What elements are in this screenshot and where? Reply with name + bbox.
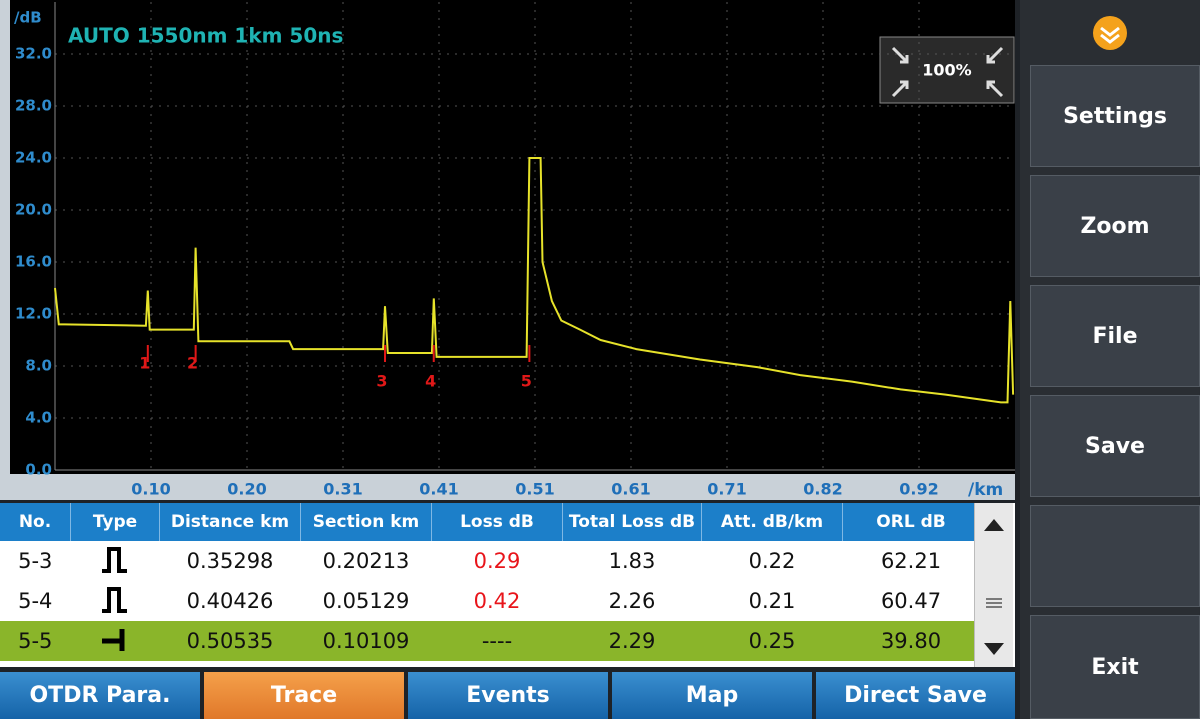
zoom-label: 100% [922, 61, 971, 80]
y-tick-label: 8.0 [25, 357, 52, 375]
x-tick-label: 0.61 [611, 480, 650, 499]
zoom-box[interactable] [879, 36, 1015, 104]
tab[interactable]: Direct Save [816, 672, 1015, 719]
cell: 5-3 [18, 549, 53, 573]
col-header: Loss dB [431, 503, 563, 541]
event-label: 3 [376, 372, 387, 391]
cell: 0.42 [473, 589, 521, 613]
col-header: ORL dB [842, 503, 980, 541]
chart-bg [0, 0, 1015, 500]
side-button[interactable]: File [1030, 285, 1200, 387]
type-icon [71, 581, 160, 621]
cell: 0.05129 [322, 589, 410, 613]
event-row-selected[interactable]: 5-5 0.50535 0.10109 ---- 2.29 0.25 39.80 [0, 621, 980, 661]
side-button[interactable]: Settings [1030, 65, 1200, 167]
type-icon [71, 541, 160, 581]
y-axis-border [0, 0, 10, 474]
trace-info: AUTO 1550nm 1km 50ns [68, 24, 343, 48]
event-label: 5 [521, 372, 532, 391]
cell: 62.21 [880, 549, 942, 573]
y-tick-label: 12.0 [15, 305, 52, 323]
menu-icon[interactable] [1020, 0, 1200, 60]
cell: 0.50535 [159, 621, 301, 661]
x-tick-label: 0.92 [899, 480, 938, 499]
y-tick-label: 28.0 [15, 97, 52, 115]
side-button[interactable]: Zoom [1030, 175, 1200, 277]
side-panel: Settings Zoom File Save Exit [1020, 0, 1200, 719]
cell: 0.35298 [186, 549, 274, 573]
cell: 0.20213 [322, 549, 410, 573]
events-grid: No. Type Distance km Section km Loss dB … [0, 503, 980, 661]
cell: 0.40426 [186, 589, 274, 613]
col-header: Distance km [159, 503, 301, 541]
tab[interactable]: Events [408, 672, 608, 719]
cell: 0.25 [701, 621, 843, 661]
x-tick-label: 0.71 [707, 480, 746, 499]
event-row[interactable]: 5-4 0.40426 0.05129 0.42 2.26 0.21 60.47 [0, 581, 980, 621]
x-axis-band [0, 474, 1015, 500]
x-tick-label: 0.82 [803, 480, 842, 499]
col-header: No. [0, 503, 71, 541]
cell: 0.29 [473, 549, 521, 573]
tab[interactable]: OTDR Para. [0, 672, 200, 719]
trace-chart: /dB /km AUTO 1550nm 1km 50ns 100% 0.0 4.0… [0, 0, 1015, 500]
y-tick-label: 16.0 [15, 253, 52, 271]
zoom-indicator[interactable]: 100% [879, 36, 1015, 104]
cell: 2.29 [562, 621, 702, 661]
side-button[interactable] [1030, 505, 1200, 607]
y-tick-label: 20.0 [15, 201, 52, 219]
x-tick-label: 0.20 [227, 480, 266, 499]
tab[interactable]: Map [612, 672, 812, 719]
col-header: Total Loss dB [562, 503, 702, 541]
x-tick-label: 0.10 [131, 480, 170, 499]
cell: 5-5 [0, 621, 71, 661]
event-row[interactable]: 5-3 0.35298 0.20213 0.29 1.83 0.22 62.21 [0, 541, 980, 581]
x-tick-label: 0.41 [419, 480, 458, 499]
cell: 1.83 [608, 549, 656, 573]
event-table: No. Type Distance km Section km Loss dB … [0, 503, 1015, 667]
y-tick-label: 4.0 [25, 409, 52, 427]
side-button[interactable]: Save [1030, 395, 1200, 497]
cell: 0.10109 [300, 621, 432, 661]
x-tick-label: 0.31 [323, 480, 362, 499]
cell: ---- [431, 621, 563, 661]
y-tick-label: 0.0 [25, 461, 52, 479]
y-axis-label: /dB [14, 9, 42, 27]
x-axis-label: /km [968, 480, 1003, 500]
tab-active[interactable]: Trace [204, 672, 404, 719]
event-label: 1 [139, 354, 150, 373]
cell: 2.26 [608, 589, 656, 613]
cell: 39.80 [842, 621, 980, 661]
cell: 0.21 [748, 589, 796, 613]
y-tick-label: 24.0 [15, 149, 52, 167]
scrollbar[interactable] [974, 503, 1013, 667]
scroll-arrows [984, 519, 1004, 655]
trace-line [54, 157, 1015, 404]
event-label: 4 [425, 372, 436, 391]
side-button[interactable]: Exit [1030, 615, 1200, 719]
table-header: No. Type Distance km Section km Loss dB … [0, 503, 980, 541]
x-tick-label: 0.51 [515, 480, 554, 499]
col-header: Att. dB/km [701, 503, 843, 541]
col-header: Type [70, 503, 160, 541]
cell: 5-4 [18, 589, 53, 613]
type-icon [70, 621, 160, 661]
col-header: Section km [300, 503, 432, 541]
event-label: 2 [187, 354, 198, 373]
tab-bar: OTDR Para. Trace Events Map Direct Save [0, 672, 1015, 719]
cell: 60.47 [880, 589, 942, 613]
zoom-arrows [891, 46, 1004, 98]
cell: 0.22 [748, 549, 796, 573]
y-tick-label: 32.0 [15, 45, 52, 63]
